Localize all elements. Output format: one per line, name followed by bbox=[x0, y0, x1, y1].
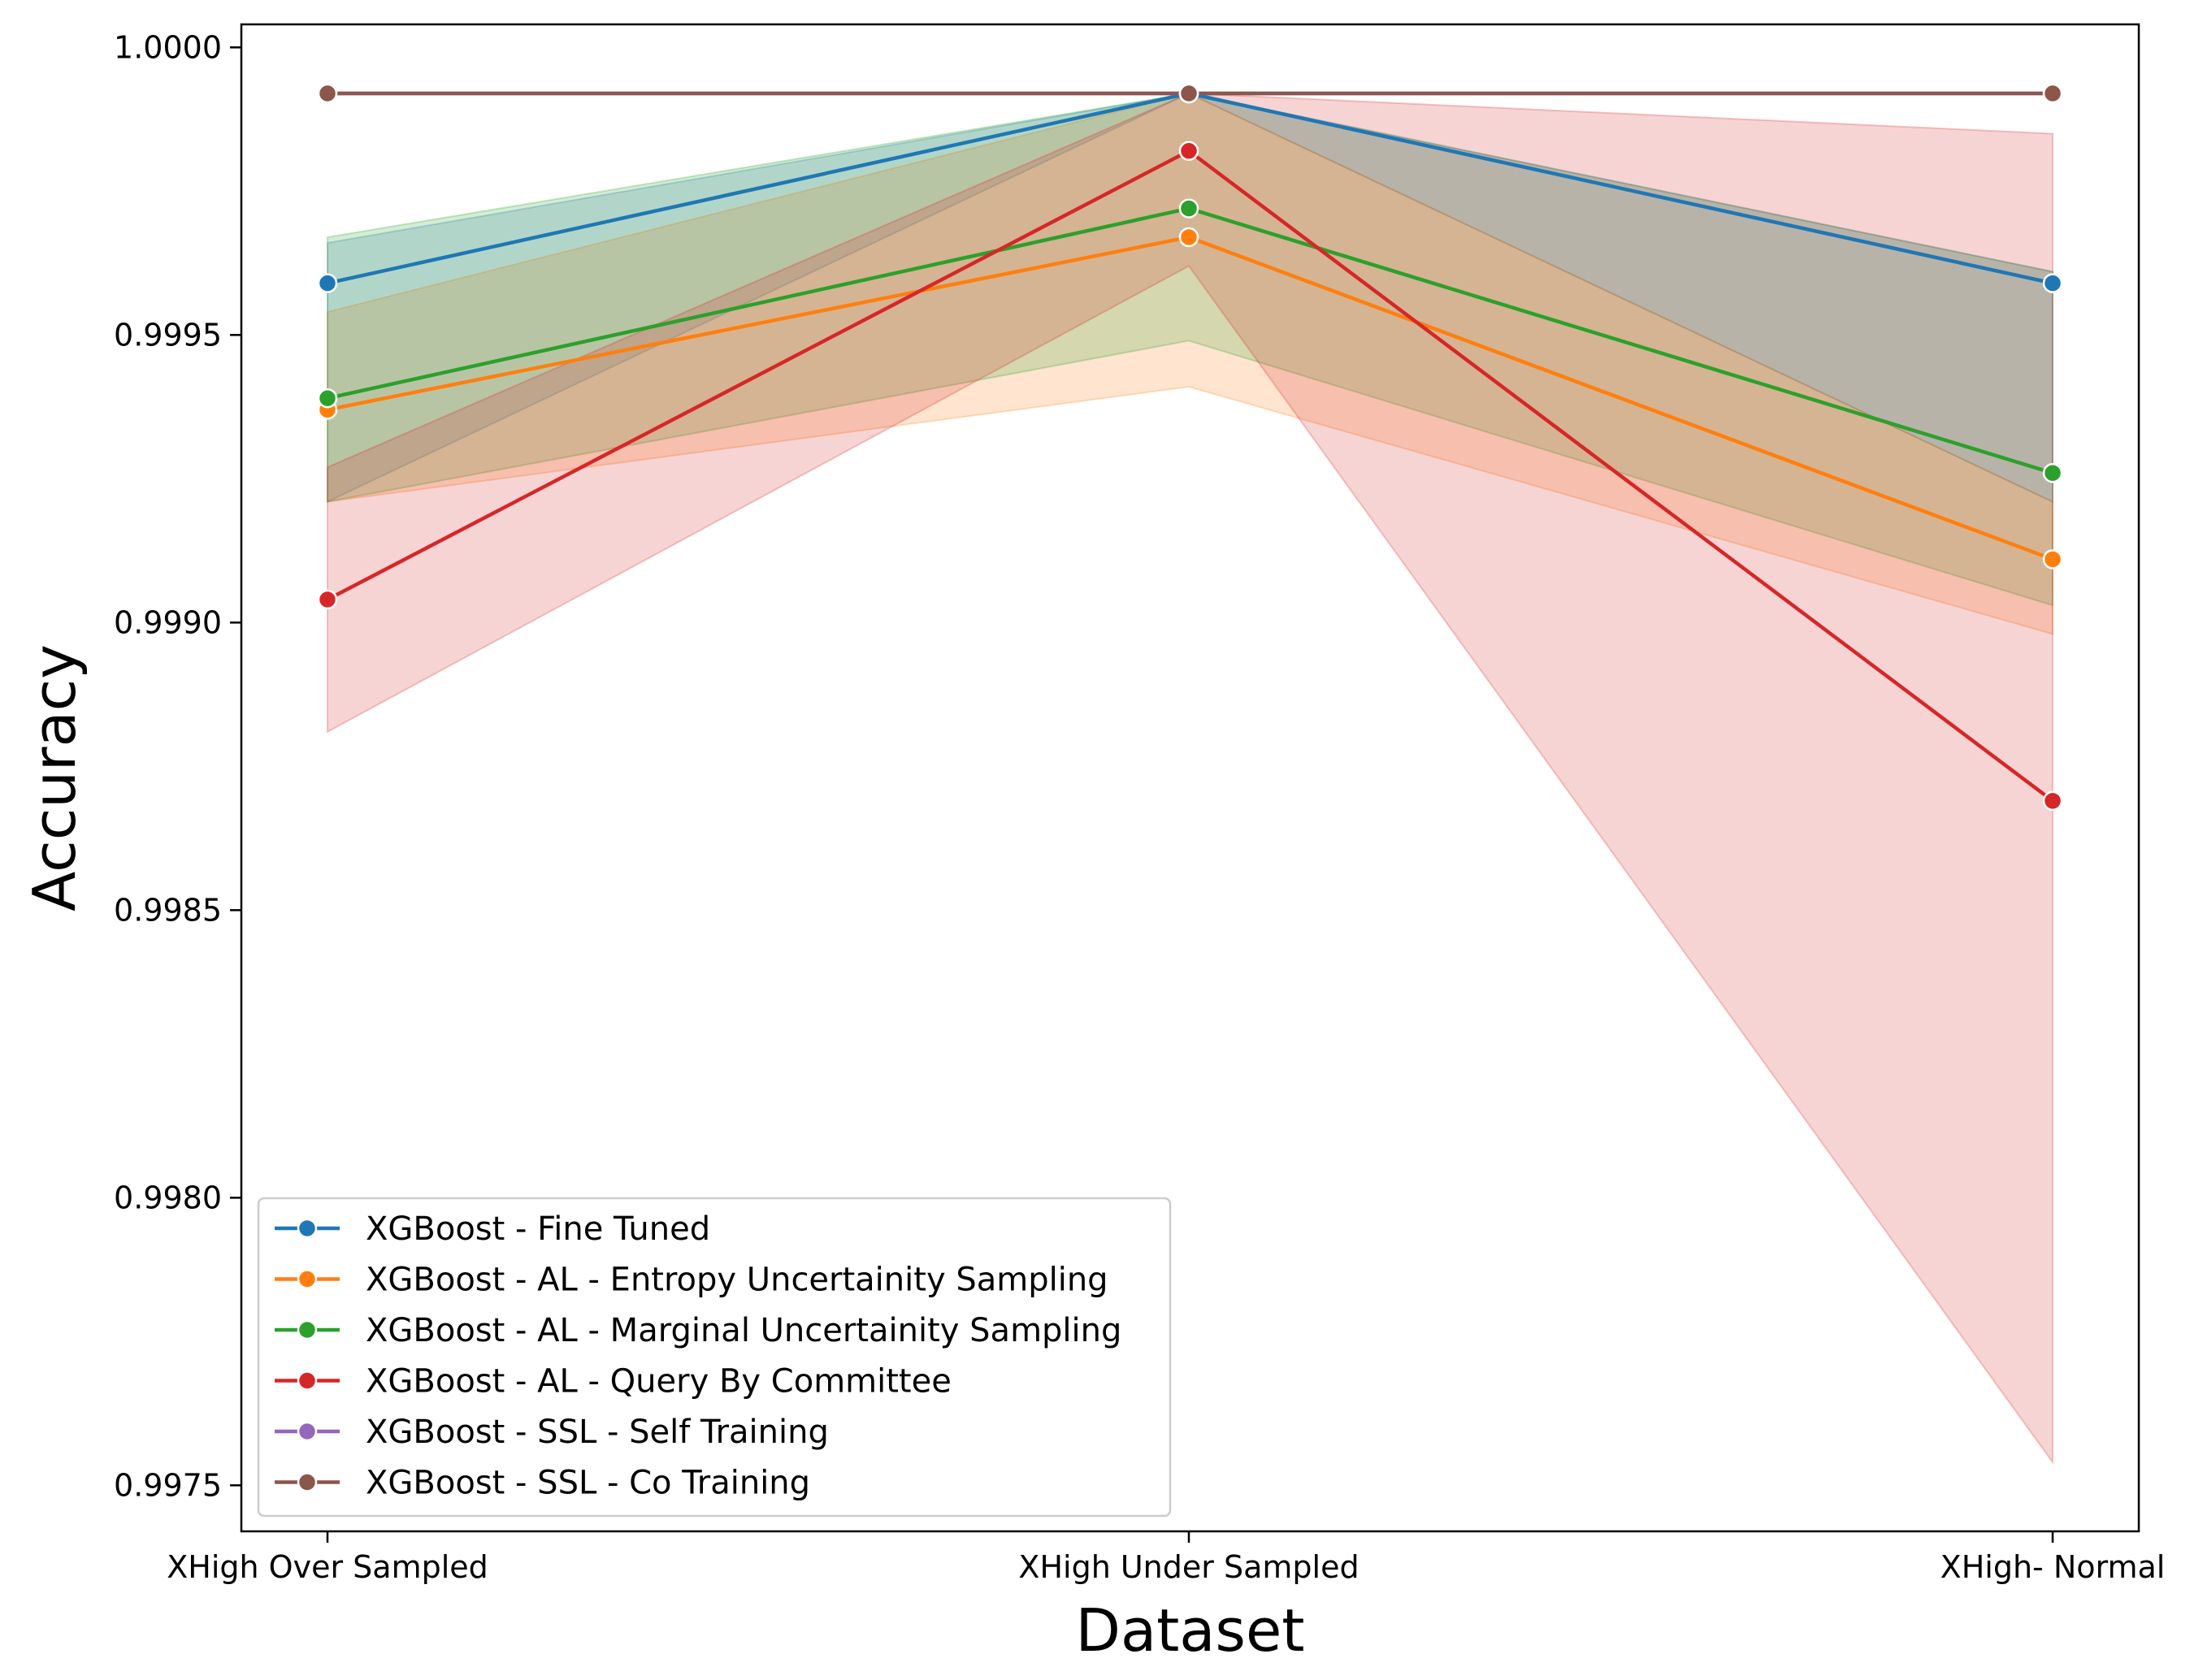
data-point-5-2 bbox=[2042, 83, 2063, 104]
data-point-2-2 bbox=[2042, 463, 2063, 483]
y-tick-label-1: 0.9980 bbox=[114, 1180, 222, 1215]
legend-label-5: XGBoost - SSL - Co Training bbox=[366, 1465, 810, 1502]
x-axis: XHigh Over Sampled XHigh Under Sampled XHi… bbox=[167, 1531, 2165, 1585]
legend-label-4: XGBoost - SSL - Self Training bbox=[366, 1414, 829, 1451]
y-axis: 0.9975 0.9980 0.9985 0.9990 0.9995 1.0000 bbox=[114, 29, 241, 1503]
y-axis-title: Accuracy bbox=[20, 644, 89, 911]
legend: XGBoost - Fine Tuned XGBoost - AL - Entro… bbox=[257, 1197, 1172, 1518]
legend-label-2: XGBoost - AL - Marginal Uncertainity Sam… bbox=[366, 1312, 1121, 1349]
y-tick-label-3: 0.9990 bbox=[114, 604, 222, 640]
legend-marker-2 bbox=[297, 1319, 318, 1340]
x-axis-title: Dataset bbox=[1076, 1596, 1305, 1665]
y-tick-label-4: 0.9995 bbox=[114, 317, 222, 353]
plot-frame bbox=[240, 23, 2140, 1533]
legend-marker-5 bbox=[297, 1472, 318, 1492]
data-point-2-0 bbox=[317, 388, 338, 409]
confidence-bands bbox=[327, 92, 2053, 1466]
data-point-3-2 bbox=[2042, 790, 2063, 812]
legend-box bbox=[257, 1197, 1172, 1518]
data-point-0-0 bbox=[317, 273, 338, 293]
legend-label-0: XGBoost - Fine Tuned bbox=[366, 1210, 710, 1248]
legend-marker-3 bbox=[297, 1370, 318, 1391]
x-tick-label-0: XHigh Over Sampled bbox=[167, 1549, 488, 1585]
data-point-1-1 bbox=[1178, 227, 1199, 248]
y-tick-label-2: 0.9985 bbox=[114, 892, 222, 928]
legend-marker-1 bbox=[297, 1269, 318, 1289]
series-markers bbox=[317, 83, 2063, 812]
x-tick-label-2: XHigh- Normal bbox=[1941, 1549, 2166, 1585]
x-tick-label-1: XHigh Under Sampled bbox=[1018, 1549, 1359, 1585]
data-point-1-2 bbox=[2042, 549, 2063, 569]
y-tick-label-5: 1.0000 bbox=[114, 29, 222, 65]
data-point-2-1 bbox=[1178, 198, 1199, 219]
data-point-5-0 bbox=[317, 83, 338, 104]
y-tick-label-0: 0.9975 bbox=[114, 1467, 222, 1503]
data-point-5-1 bbox=[1178, 83, 1199, 104]
data-point-0-2 bbox=[2042, 273, 2063, 293]
legend-marker-4 bbox=[297, 1421, 318, 1442]
legend-label-1: XGBoost - AL - Entropy Uncertainity Samp… bbox=[366, 1262, 1108, 1299]
data-point-3-0 bbox=[317, 589, 338, 610]
legend-marker-0 bbox=[297, 1218, 318, 1239]
data-point-3-1 bbox=[1178, 141, 1199, 162]
legend-label-3: XGBoost - AL - Query By Committee bbox=[366, 1363, 952, 1401]
